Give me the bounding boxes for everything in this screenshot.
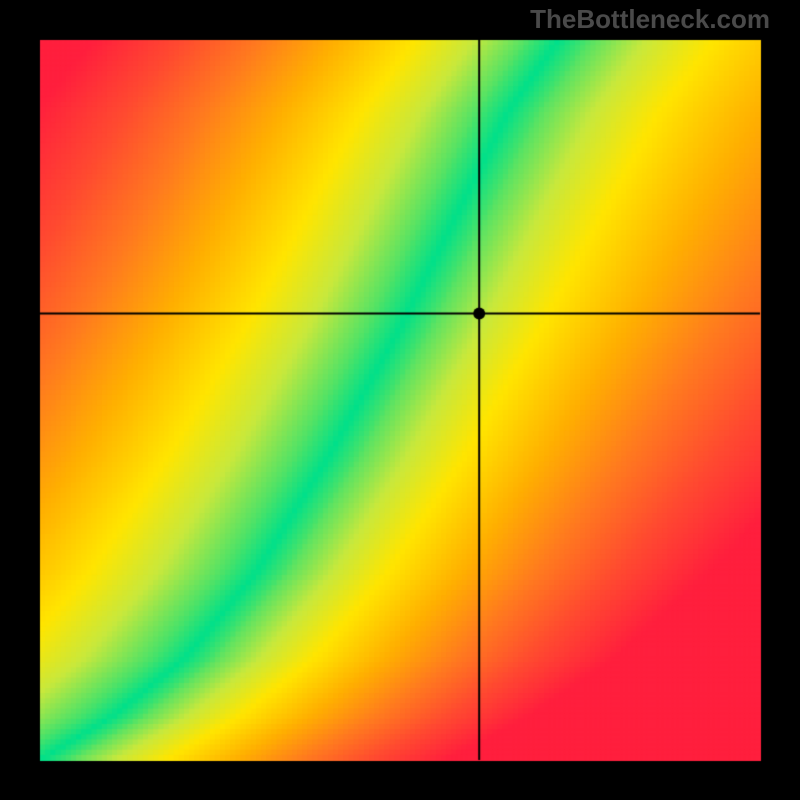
chart-container: TheBottleneck.com [0, 0, 800, 800]
bottleneck-heatmap [0, 0, 800, 800]
source-watermark: TheBottleneck.com [530, 4, 770, 35]
